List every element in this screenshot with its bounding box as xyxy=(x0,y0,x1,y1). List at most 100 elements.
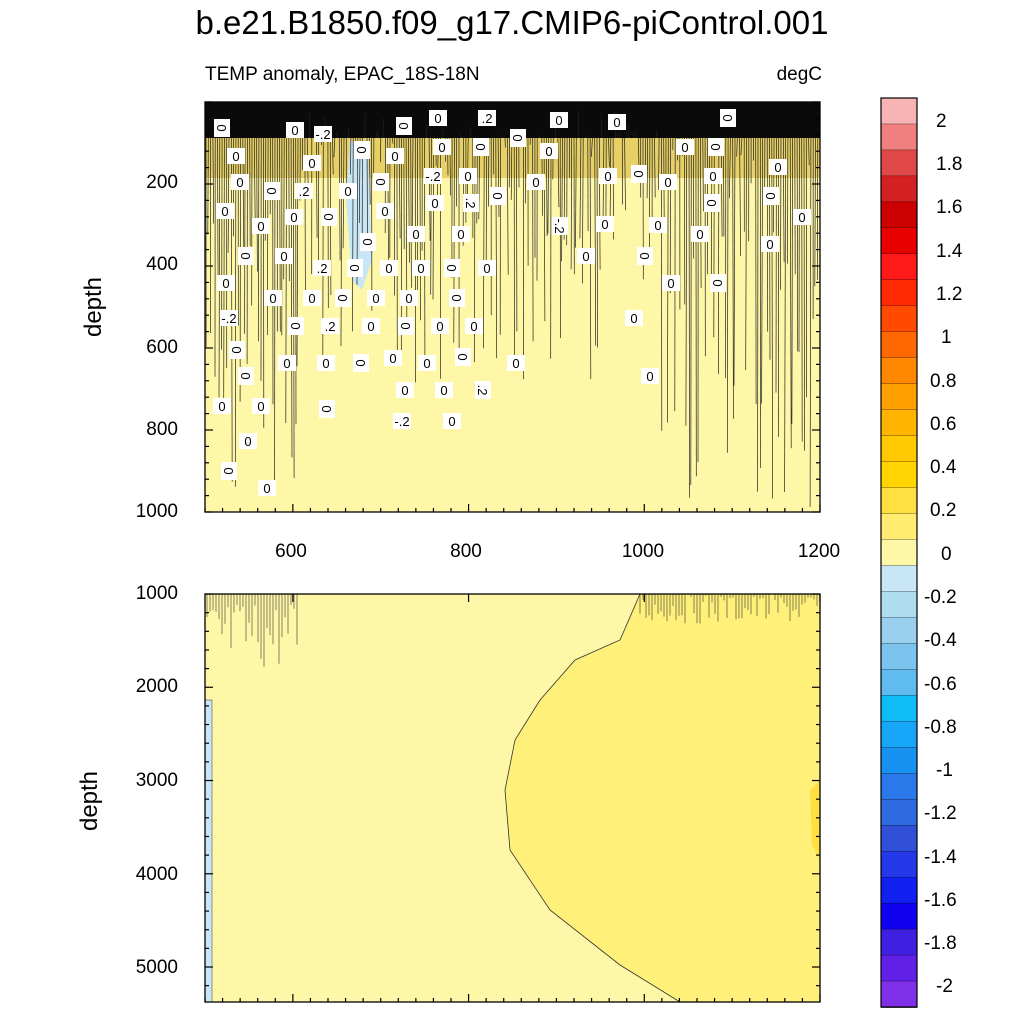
contour-label-box xyxy=(354,141,370,159)
contour-line xyxy=(410,137,412,288)
contour-label-box xyxy=(264,290,282,306)
contour-label-box xyxy=(321,318,339,334)
contour-line xyxy=(543,137,546,322)
contour-label: 0 xyxy=(761,236,779,252)
colorbar-box xyxy=(880,409,918,437)
contour-label-text: 0 xyxy=(229,346,244,353)
colorbar-box xyxy=(880,799,918,826)
contour-label: 0 xyxy=(429,110,447,126)
contour-label-box xyxy=(288,317,304,335)
contour-label-text: 0 xyxy=(532,175,539,190)
contour-label-box xyxy=(527,174,545,190)
contour-label: 0 xyxy=(353,354,369,372)
contour-label-text: 0 xyxy=(510,134,525,141)
contour-label-text: 0 xyxy=(664,175,671,190)
contour-label: 0 xyxy=(527,174,545,190)
colorbar-box xyxy=(880,591,918,619)
contour-label: 0 xyxy=(216,203,234,219)
contour-line xyxy=(470,126,472,139)
contour-line xyxy=(293,137,295,479)
contour-label-text: 0 xyxy=(322,356,329,371)
colorbar-box xyxy=(880,928,918,956)
contour-label-text: 0 xyxy=(457,227,464,242)
contour-line xyxy=(685,137,688,426)
contour-label: 0 xyxy=(384,350,402,366)
contour-line xyxy=(649,137,651,259)
contour-label-box xyxy=(285,209,303,225)
contour-line xyxy=(377,133,379,139)
contour-label-text: 0 xyxy=(455,353,470,360)
contour-line xyxy=(364,112,366,139)
colorbar-label: -1.6 xyxy=(924,890,957,911)
contour-line xyxy=(628,125,630,139)
contour-line xyxy=(688,137,690,498)
contour-label: 0 xyxy=(227,148,245,164)
contour-label-box xyxy=(552,217,568,235)
contour-label: 0 xyxy=(452,226,470,242)
contour-label-text: 0 xyxy=(710,279,725,286)
contour-line xyxy=(700,137,702,289)
contour-label-text: 0 xyxy=(555,113,562,128)
upper-tick-marks xyxy=(204,101,821,513)
contour-label-box xyxy=(507,355,525,371)
contour-label-text: 0 xyxy=(646,369,653,384)
colorbar-label: -1.2 xyxy=(924,803,957,824)
contour-label: 0 xyxy=(465,318,483,334)
colorbar-label: -0.6 xyxy=(924,674,957,695)
contour-label: .2 xyxy=(321,318,339,334)
contour-label: 0 xyxy=(793,209,811,225)
contour-label-box xyxy=(278,355,296,371)
contour-label: 0 xyxy=(380,260,398,276)
contour-label-box xyxy=(475,381,491,399)
contour-label: 0 xyxy=(507,355,525,371)
contour-line xyxy=(256,137,258,272)
contour-label-box xyxy=(596,216,614,232)
contour-label-box xyxy=(252,218,270,234)
contour-label-text: .2 xyxy=(325,319,336,334)
contour-label-box xyxy=(455,348,471,366)
contour-label-box xyxy=(373,173,389,191)
contour-label-box xyxy=(435,382,453,398)
contour-line xyxy=(460,133,462,139)
contour-labels: 0 0 -.2 0 0 .2 0 0 0 0 0 0 0 0 0 0 0 0 0 0 0 0 .2 0 0 -.2 0 0 0 0 0 0 0 0… xyxy=(213,109,811,496)
contour-label-text: 0 xyxy=(440,383,447,398)
contour-label-box xyxy=(649,217,667,233)
contour-line xyxy=(784,137,786,493)
contour-label: 0 xyxy=(214,119,230,137)
contour-label: 0 xyxy=(407,226,425,242)
contour-label: 0 xyxy=(231,174,249,190)
contour-label: .2 xyxy=(475,381,491,399)
contour-line xyxy=(598,137,601,270)
contour-label-box xyxy=(459,168,477,184)
contour-label: 0 xyxy=(676,139,694,155)
contour-line xyxy=(766,137,769,332)
contour-label-text: 0 xyxy=(280,249,287,264)
contour-label-text: 0 xyxy=(385,261,392,276)
contour-line xyxy=(579,137,582,239)
contour-label-box xyxy=(443,413,461,429)
contour-label-box xyxy=(418,355,436,371)
contour-label-text: 0 xyxy=(774,160,781,175)
contour-label: 0 xyxy=(321,208,337,226)
colorbar-label: -1.8 xyxy=(924,933,957,954)
contour-label-text: 0 xyxy=(473,143,488,150)
contour-label-text: 0 xyxy=(381,204,388,219)
contour-label-text: 0 xyxy=(353,359,368,366)
contour-label-text: 0 xyxy=(545,144,552,159)
contour-label-text: 0 xyxy=(637,252,652,259)
contour-label-text: 0 xyxy=(449,294,464,301)
contour-label: 0 xyxy=(398,317,414,335)
contour-line xyxy=(339,137,341,261)
contour-label: 0 xyxy=(540,143,558,159)
colorbar-label: 1.6 xyxy=(936,197,963,218)
colorbar-label: 0.8 xyxy=(930,371,957,392)
colorbar-box xyxy=(880,565,918,593)
contour-label: 0 xyxy=(396,117,412,135)
contour-label-box xyxy=(314,126,332,142)
contour-label: .2 xyxy=(295,183,313,199)
contour-line xyxy=(230,137,233,482)
colorbar-label: -1.4 xyxy=(924,847,957,868)
contour-label-box xyxy=(303,155,321,171)
contour-line xyxy=(352,137,354,332)
upper-y-tick: 1000 xyxy=(135,501,178,522)
